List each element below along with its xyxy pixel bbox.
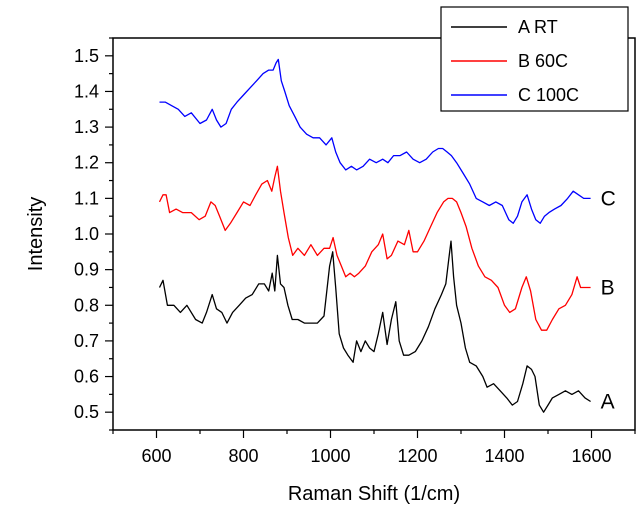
y-tick-label: 0.6 [74,367,99,387]
legend-box [440,6,629,112]
x-tick-label: 600 [141,446,171,466]
x-tick-label: 1000 [310,446,350,466]
x-tick-label: 1400 [484,446,524,466]
series-end-label-a: A [601,390,615,413]
x-tick-label: 800 [228,446,258,466]
y-tick-label: 0.8 [74,295,99,315]
y-tick-label: 0.5 [74,402,99,422]
series-line-c [159,58,591,224]
y-tick-label: 0.9 [74,260,99,280]
y-axis-ticks: 0.5 0.6 0.7 0.8 0.9 1.0 1.1 1.2 1.3 1.4 1.5 [74,37,113,431]
y-tick-label: 1.4 [74,81,99,101]
series-end-labels: A B C [601,187,616,413]
series-end-label-b: B [601,276,615,299]
y-tick-label: 1.3 [74,117,99,137]
legend-label-c: C 100C [518,85,579,105]
y-axis-title: Intensity [25,197,47,271]
y-tick-label: 1.2 [74,153,99,173]
series-lines [158,58,591,413]
x-axis-ticks: 600 800 1000 1200 1400 1600 [112,430,636,466]
y-tick-label: 1.5 [74,46,99,66]
y-tick-label: 1.0 [74,224,99,244]
series-end-label-c: C [601,187,616,210]
x-axis-title: Raman Shift (1/cm) [288,483,460,505]
legend: A RT B 60C C 100C [440,6,629,112]
x-tick-label: 1200 [397,446,437,466]
y-tick-label: 1.1 [74,188,99,208]
legend-label-b: B 60C [518,51,568,71]
y-tick-label: 0.7 [74,331,99,351]
series-line-b [158,165,591,331]
legend-label-a: A RT [518,17,558,37]
x-tick-label: 1600 [571,446,611,466]
series-line-a [158,240,591,413]
